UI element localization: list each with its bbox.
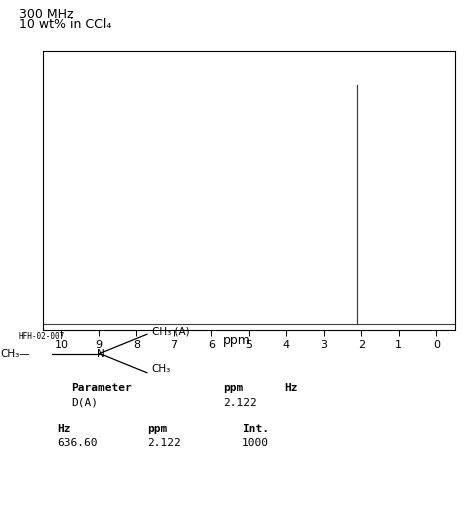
Text: 2.122: 2.122 (147, 438, 181, 448)
Text: N: N (97, 348, 105, 358)
Text: ppm: ppm (223, 383, 243, 393)
Text: Hz: Hz (284, 383, 298, 393)
Text: CH₃—: CH₃— (0, 348, 29, 358)
Text: Hz: Hz (57, 424, 70, 434)
Text: 636.60: 636.60 (57, 438, 97, 448)
Text: CH₃: CH₃ (152, 364, 171, 374)
Text: 300 MHz: 300 MHz (19, 8, 73, 21)
Text: CH₃ (A): CH₃ (A) (152, 327, 189, 337)
Text: ppm: ppm (147, 424, 167, 434)
Text: HFH-02-007: HFH-02-007 (19, 332, 65, 341)
Text: Parameter: Parameter (71, 383, 132, 393)
Text: 1000: 1000 (242, 438, 269, 448)
Text: ppm: ppm (223, 334, 251, 347)
Text: 10 wt% in CCl₄: 10 wt% in CCl₄ (19, 18, 111, 31)
Text: 2.122: 2.122 (223, 397, 256, 408)
Text: D(A): D(A) (71, 397, 98, 408)
Text: Int.: Int. (242, 424, 269, 434)
